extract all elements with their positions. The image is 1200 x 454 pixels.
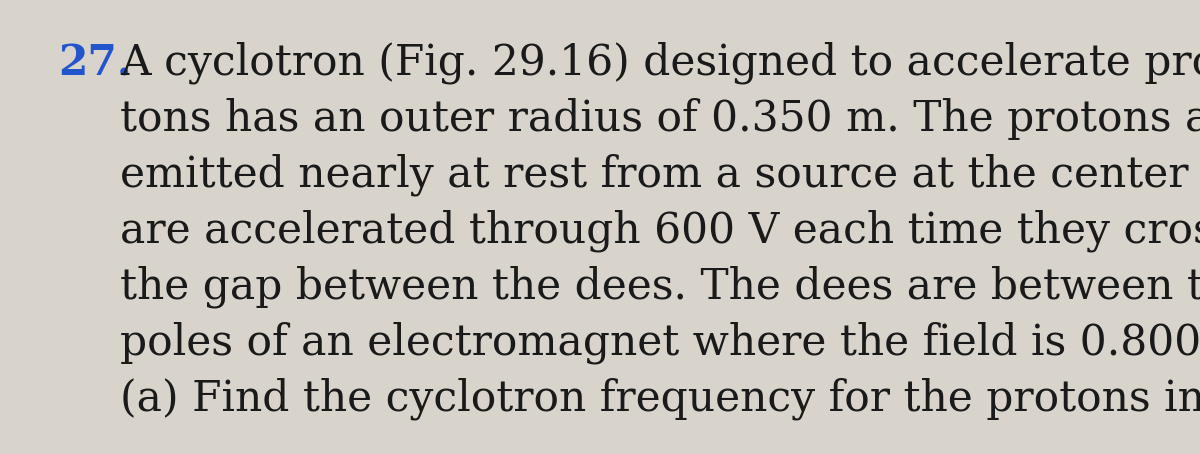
Text: (a) Find the cyclotron frequency for the protons in: (a) Find the cyclotron frequency for the…	[120, 378, 1200, 420]
Text: are accelerated through 600 V each time they cross: are accelerated through 600 V each time …	[120, 210, 1200, 252]
Text: A cyclotron (Fig. 29.16) designed to accelerate pro-: A cyclotron (Fig. 29.16) designed to acc…	[120, 42, 1200, 84]
Text: emitted nearly at rest from a source at the center and: emitted nearly at rest from a source at …	[120, 154, 1200, 197]
Text: 27.: 27.	[58, 42, 132, 84]
Text: tons has an outer radius of 0.350 m. The protons are: tons has an outer radius of 0.350 m. The…	[120, 98, 1200, 140]
Text: the gap between the dees. The dees are between the: the gap between the dees. The dees are b…	[120, 266, 1200, 309]
Text: poles of an electromagnet where the field is 0.800 T.: poles of an electromagnet where the fiel…	[120, 322, 1200, 365]
